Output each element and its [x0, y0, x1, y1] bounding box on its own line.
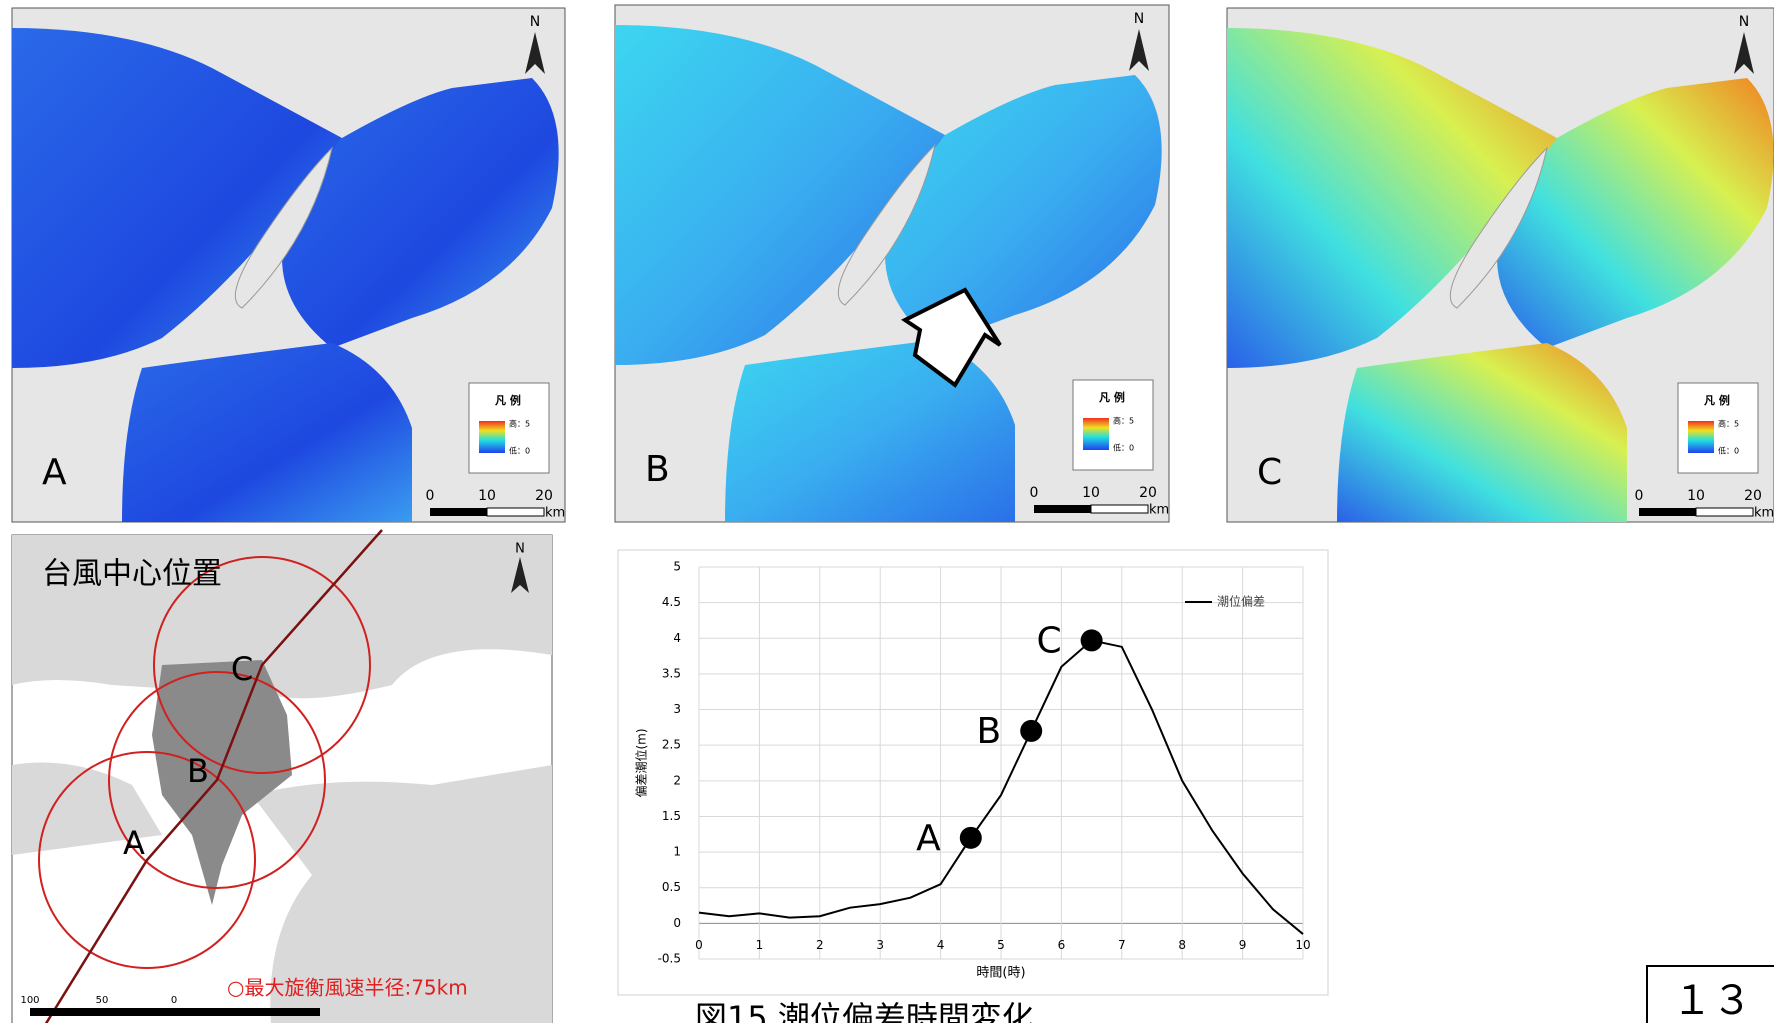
y-tick-label: 1: [673, 845, 681, 859]
scale-bar-dark: [430, 508, 487, 516]
track-scale-tick: 0: [171, 995, 177, 1006]
sea-south: [725, 340, 1015, 522]
scale-tick: 0: [426, 488, 435, 504]
legend-low: 低：0: [509, 446, 530, 456]
panel-label: A: [42, 452, 67, 493]
legend-title: 凡 例: [495, 393, 521, 407]
track-map: 台風中心位置 A B C N ○最大旋衡風速半径:75km 100 50 0: [12, 530, 552, 1023]
annotation-point: [1081, 629, 1103, 651]
scale-tick: 0: [1635, 488, 1644, 504]
legend-ramp: [1688, 421, 1714, 453]
legend-high: 高：5: [1113, 416, 1134, 426]
legend-low: 低：0: [1718, 446, 1739, 456]
x-tick-label: 9: [1239, 938, 1247, 952]
scale-tick: 20: [1744, 488, 1762, 504]
annotation-label: B: [976, 711, 1001, 752]
x-tick-label: 6: [1058, 938, 1066, 952]
caption: 図15 潮位偏差時間変化: [695, 999, 1034, 1023]
x-tick-label: 7: [1118, 938, 1126, 952]
panel-label: B: [645, 449, 670, 490]
y-tick-label: 3.5: [662, 666, 681, 680]
track-note: ○最大旋衡風速半径:75km: [227, 976, 468, 1000]
y-tick-label: 0: [673, 916, 681, 930]
sea-south: [122, 343, 412, 522]
x-tick-label: 3: [876, 938, 884, 952]
legend-ramp: [1083, 418, 1109, 450]
north-label: N: [1134, 11, 1144, 27]
scale-unit: km: [545, 506, 565, 521]
y-tick-label: 5: [673, 560, 681, 574]
scale-bar-light: [487, 508, 544, 516]
scale-unit: km: [1754, 506, 1774, 521]
track-scale-bar: [30, 1008, 320, 1016]
track-point-label: B: [187, 752, 209, 790]
x-tick-label: 5: [997, 938, 1005, 952]
legend-low: 低：0: [1113, 443, 1134, 453]
y-tick-label: -0.5: [658, 952, 681, 966]
x-tick-label: 0: [695, 938, 703, 952]
y-tick-label: 2.5: [662, 738, 681, 752]
y-axis-title: 偏差潮位(m): [634, 728, 649, 797]
scale-bar-light: [1091, 505, 1148, 513]
x-tick-label: 4: [937, 938, 945, 952]
scale-unit: km: [1149, 503, 1169, 518]
x-tick-label: 1: [756, 938, 764, 952]
x-axis-title: 時間(時): [976, 966, 1025, 981]
x-tick-label: 8: [1178, 938, 1186, 952]
track-title: 台風中心位置: [42, 557, 222, 592]
annotation-point: [960, 827, 982, 849]
scale-tick: 20: [1139, 485, 1157, 501]
scale-tick: 10: [1687, 488, 1705, 504]
y-tick-label: 3: [673, 702, 681, 716]
page: N凡 例高：5低：0A01020kmN凡 例高：5低：0B01020kmN凡 例…: [0, 0, 1774, 1023]
north-label: N: [1739, 14, 1749, 30]
track-scale-tick: 100: [20, 995, 39, 1006]
legend-ramp: [479, 421, 505, 453]
y-tick-label: 0.5: [662, 880, 681, 894]
scale-tick: 10: [478, 488, 496, 504]
legend-label: 潮位偏差: [1217, 594, 1265, 609]
slide: N凡 例高：5低：0A01020kmN凡 例高：5低：0B01020kmN凡 例…: [0, 0, 1774, 1023]
annotation-point: [1020, 720, 1042, 742]
scale-bar-dark: [1034, 505, 1091, 513]
chart-frame: [618, 550, 1328, 995]
map-panel: N 凡 例高：5 低：0 B 0 10 20 km: [615, 5, 1169, 522]
track-scale-tick: 50: [96, 995, 109, 1006]
track-point-label: C: [231, 650, 253, 688]
annotation-label: A: [916, 818, 941, 859]
north-label: N: [530, 14, 540, 30]
y-tick-label: 4: [673, 631, 681, 645]
x-tick-label: 10: [1295, 938, 1310, 952]
y-tick-label: 4.5: [662, 595, 681, 609]
scale-tick: 20: [535, 488, 553, 504]
scale-tick: 0: [1030, 485, 1039, 501]
north-label: N: [515, 542, 525, 557]
map-panel: N 凡 例高：5 低：0 C 0 10 20 km: [1227, 8, 1774, 522]
scale-bar-light: [1696, 508, 1753, 516]
legend-high: 高：5: [509, 419, 530, 429]
scale-bar-dark: [1639, 508, 1696, 516]
scale-tick: 10: [1082, 485, 1100, 501]
y-tick-label: 1.5: [662, 809, 681, 823]
track-point-label: A: [123, 824, 145, 862]
map-panel: N 凡 例高：5 低：0 A 0 10 20 km: [12, 8, 565, 522]
legend-title: 凡 例: [1704, 393, 1730, 407]
legend-high: 高：5: [1718, 419, 1739, 429]
annotation-label: C: [1036, 620, 1061, 661]
sea-south: [1337, 343, 1627, 522]
page-number: １３: [1672, 978, 1752, 1023]
x-tick-label: 2: [816, 938, 824, 952]
legend-title: 凡 例: [1099, 390, 1125, 404]
y-tick-label: 2: [673, 773, 681, 787]
panel-label: C: [1257, 452, 1282, 493]
